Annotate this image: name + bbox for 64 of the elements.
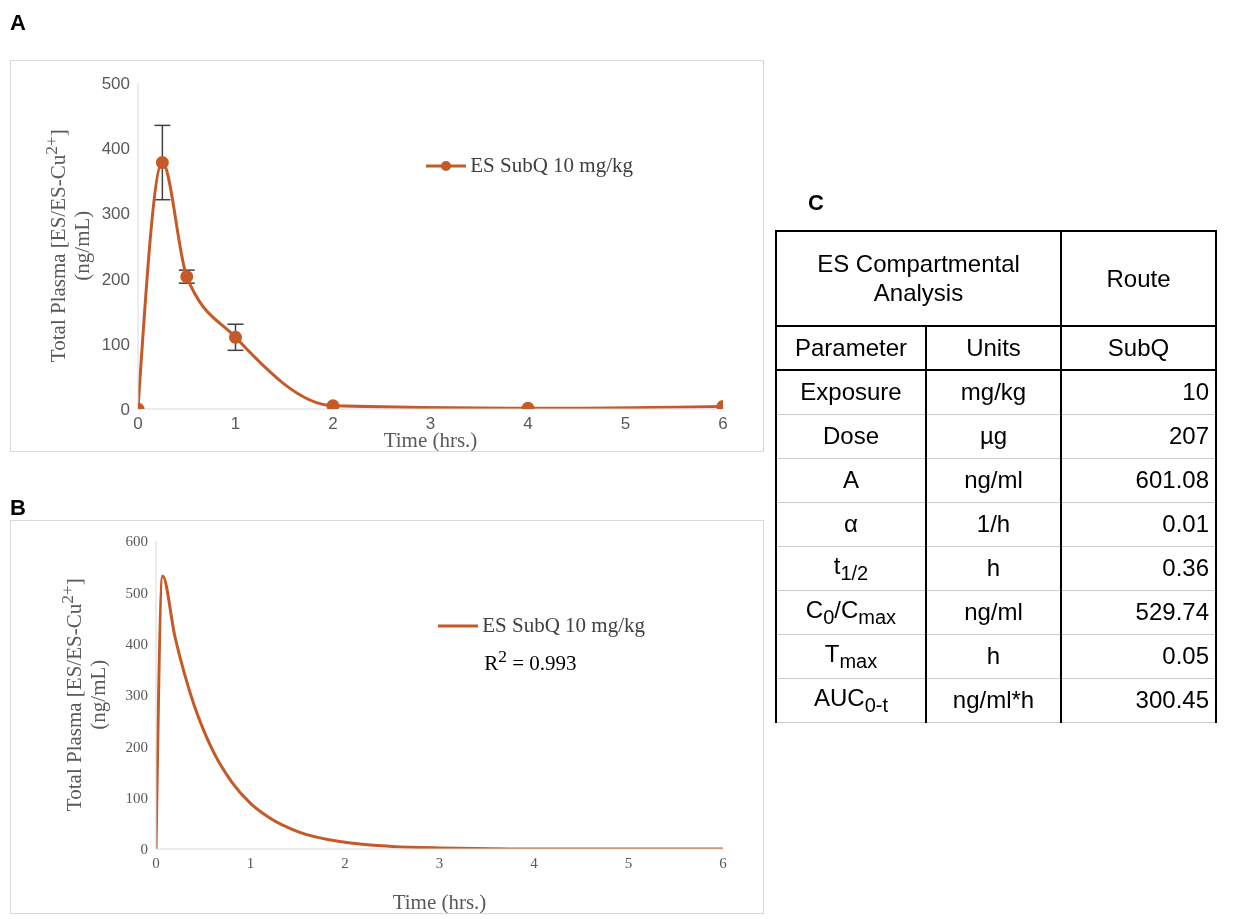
text: 10 [1182,378,1209,406]
y-tick-label: 300 [125,687,148,704]
text: 601.08 [1135,466,1209,493]
y-tick-label: 200 [125,738,148,755]
x-tick-label: 6 [719,854,728,871]
x-tick-label: 0 [152,854,160,871]
text: 0.05 [1162,642,1209,669]
y-tick-label: 0 [140,841,148,858]
text: 207 [1168,422,1209,449]
y-tick-label: 400 [125,635,148,652]
text: Route [1061,231,1216,326]
y-tick-label: 100 [125,789,148,806]
point [155,156,169,170]
text: 1/h [976,510,1011,537]
x-tick-label: 1 [246,854,255,871]
y-tick-label: 200 [101,269,130,289]
category-label: Units [926,326,1061,370]
y-tick-label: 400 [101,139,130,159]
category-label: T$_{max}$ [824,639,878,672]
text: 300.45 [1135,686,1209,713]
category-label: SubQ [1061,326,1216,370]
text: ES Compartmental Analysis [776,231,1061,326]
category-label: Parameter [776,326,926,370]
category-label: Exposure [800,378,902,406]
x-tick-label: 2 [328,414,338,434]
point [229,330,242,344]
y-tick-label: 300 [101,204,130,224]
annotation: R$^{2}$ = 0.993 [484,646,578,676]
x-tick-label: 5 [620,414,631,434]
text: h [986,554,1001,581]
text: ng/ml*h [952,686,1035,713]
x-tick-label: 4 [530,854,539,871]
category-label: C$_{0}$/C$_{max}$ [805,595,897,628]
text: h [986,642,1001,669]
x-axis-title: Time (hrs.) [392,890,487,914]
y-tick-label: 100 [101,334,130,354]
text: 0.01 [1162,510,1209,537]
chart-title: A [10,10,26,36]
y-tick-label: 600 [125,533,148,550]
x-tick-label: 4 [523,414,533,434]
x-tick-label: 2 [341,854,349,871]
category-label: Dose [822,422,880,449]
x-tick-label: 5 [624,854,633,871]
category-label: t$_{1/2}$ [833,551,869,584]
text: 529.74 [1135,598,1209,625]
y-tick-label: 500 [125,584,148,601]
text: mg/kg [960,378,1027,406]
point [326,399,340,409]
x-tick-label: 6 [718,414,728,434]
chart-title: B [10,495,26,521]
legend-label: ES SubQ 10 mg/kg [482,613,645,638]
text: ng/ml [964,598,1023,625]
text: C [808,190,824,216]
category-label: A [842,466,859,493]
text: 0.36 [1162,554,1209,581]
category-label: AUC$_{0-t}$ [813,683,888,716]
text: µg [979,422,1008,449]
category-label: α [844,510,858,537]
y-tick-label: 500 [101,74,130,94]
x-tick-label: 1 [230,414,241,434]
y-tick-label: 0 [120,400,130,420]
legend-label: ES SubQ 10 mg/kg [470,153,633,178]
x-tick-label: 3 [435,854,444,871]
text: ng/ml [964,466,1023,493]
